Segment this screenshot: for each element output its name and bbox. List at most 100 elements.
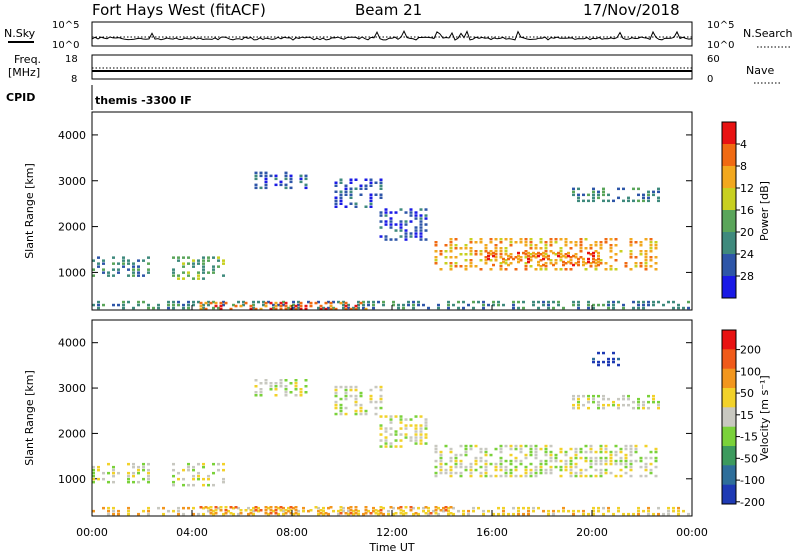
velocity-cell: [619, 450, 623, 454]
power-cell: [344, 301, 348, 305]
power-cell: [587, 251, 590, 255]
power-cell: [479, 250, 483, 253]
velocity-cell: [422, 509, 425, 513]
velocity-cell: [439, 468, 443, 472]
velocity-cell: [599, 444, 603, 448]
power-cell: [354, 187, 358, 190]
power-cell: [484, 250, 488, 253]
velocity-cell: [574, 471, 578, 475]
power-cell: [369, 178, 373, 181]
power-cell: [192, 259, 195, 262]
velocity-cell: [482, 512, 485, 516]
noise-trace: [91, 30, 693, 41]
velocity-cell: [322, 509, 325, 513]
velocity-cell: [419, 415, 423, 418]
velocity-cell: [274, 509, 278, 512]
velocity-cell: [597, 506, 600, 510]
velocity-cell: [379, 400, 383, 404]
velocity-cell: [147, 462, 150, 466]
power-cell: [587, 193, 590, 197]
velocity-cell: [534, 447, 538, 451]
velocity-cell: [147, 468, 150, 472]
power-cell: [624, 262, 628, 265]
power-cell: [97, 265, 100, 268]
velocity-cell: [589, 456, 593, 460]
velocity-cell: [347, 509, 350, 513]
velocity-cell: [117, 509, 120, 513]
velocity-cell: [574, 465, 578, 469]
power-cell: [409, 214, 413, 217]
power-cell: [284, 301, 288, 305]
power-cell: [369, 196, 373, 199]
power-cell: [512, 300, 515, 304]
velocity-cell: [479, 447, 483, 451]
velocity-cell: [559, 450, 563, 454]
velocity-cell: [414, 436, 418, 439]
power-cell: [132, 274, 135, 277]
power-cell: [607, 199, 610, 203]
power-cell: [132, 268, 135, 271]
power-cell: [354, 178, 358, 181]
power-cell: [197, 262, 200, 265]
power-cell: [454, 265, 458, 268]
velocity-cell: [172, 462, 175, 466]
power-cell: [284, 186, 288, 190]
power-cell: [592, 196, 595, 200]
velocity-cell: [349, 385, 353, 389]
velocity-cell: [657, 406, 660, 410]
velocity-cell: [257, 506, 260, 510]
power-cell: [629, 268, 633, 271]
power-cell: [464, 268, 468, 271]
power-cell: [457, 300, 460, 304]
power-cell: [157, 306, 160, 310]
power-cell: [639, 253, 643, 256]
power-cell: [542, 257, 545, 261]
power-cell: [499, 247, 503, 250]
power-cell: [389, 238, 393, 241]
power-cell: [284, 171, 288, 175]
velocity-cell: [632, 400, 635, 404]
power-cell: [419, 208, 423, 211]
velocity-cell: [409, 424, 413, 427]
velocity-cell: [609, 453, 613, 457]
power-cell: [609, 247, 613, 250]
power-cell: [509, 253, 513, 256]
freq-tick-top: 18: [65, 54, 78, 65]
velocity-cell: [637, 403, 640, 407]
velocity-cell: [529, 468, 533, 472]
velocity-cell: [224, 512, 228, 515]
power-cell: [569, 259, 573, 262]
velocity-cell: [657, 403, 660, 407]
power-cell: [314, 301, 318, 305]
power-cell: [539, 247, 543, 250]
velocity-cell: [449, 465, 453, 469]
power-cell: [434, 262, 438, 265]
power-cell: [617, 300, 620, 304]
velocity-cell: [637, 400, 640, 404]
velocity-cell: [549, 453, 553, 457]
power-cell: [577, 196, 580, 200]
velocity-cell: [247, 506, 250, 510]
power-cell: [122, 265, 125, 268]
velocity-cell: [617, 506, 620, 510]
velocity-cell: [589, 444, 593, 448]
power-colorbar-ticks: 4 8 12 16 20 24 28: [740, 138, 754, 283]
velocity-cell: [132, 471, 135, 475]
velocity-cell: [359, 409, 363, 413]
n-sky-label: N.Sky: [4, 27, 36, 40]
velocity-cell: [379, 424, 383, 427]
power-cell: [594, 268, 598, 271]
velocity-cell: [182, 477, 185, 481]
velocity-cell: [339, 512, 343, 515]
velocity-cell: [294, 394, 298, 397]
velocity-cell: [567, 509, 570, 513]
velocity-cell: [212, 509, 215, 513]
power-cell: [272, 306, 275, 310]
power-cell: [497, 303, 500, 307]
velocity-cell: [607, 509, 610, 513]
velocity-cell: [519, 462, 523, 466]
velocity-colorbar-ticks: 200 100 50 15 -15 -50 -100 -200: [740, 344, 765, 509]
power-cell: [444, 250, 448, 253]
velocity-cell: [284, 385, 288, 388]
velocity-cell: [274, 382, 278, 385]
